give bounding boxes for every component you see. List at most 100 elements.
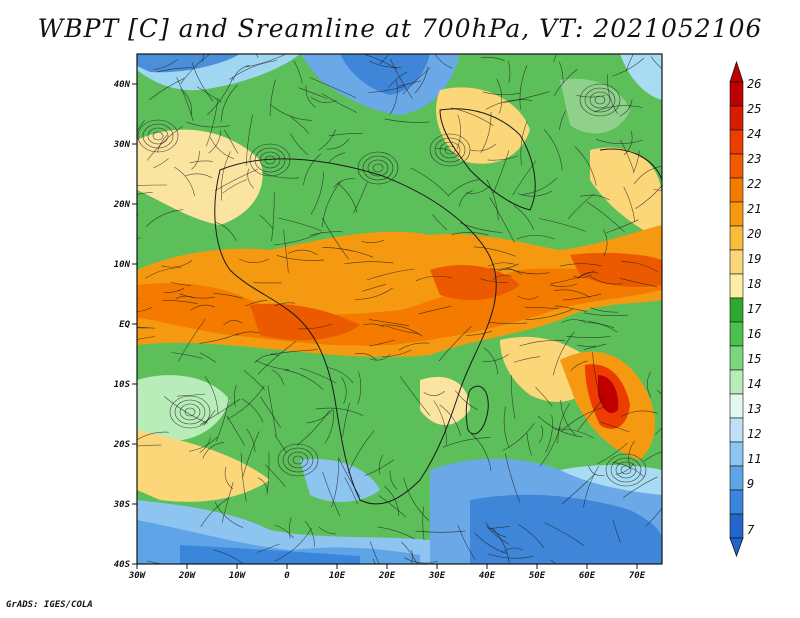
streamline: [310, 171, 324, 215]
streamline: [539, 218, 587, 232]
colorbar-label: 25: [747, 102, 761, 116]
streamline: [521, 177, 558, 195]
streamline: [646, 371, 652, 398]
lat-tick-label: 40S: [114, 560, 131, 570]
streamline: [199, 333, 239, 344]
streamline: [553, 68, 578, 97]
streamline: [389, 470, 398, 490]
streamline: [257, 477, 268, 495]
streamline: [204, 376, 219, 415]
streamline: [496, 78, 503, 114]
streamline: [419, 305, 452, 315]
colorbar-box: [729, 105, 744, 131]
streamline: [612, 519, 621, 544]
streamline: [264, 464, 286, 487]
streamline: [333, 178, 356, 188]
colorbar-label: 16: [747, 327, 761, 341]
streamline: [550, 283, 578, 287]
streamline: [355, 287, 393, 300]
streamline: [584, 312, 629, 317]
streamline: [214, 221, 237, 241]
streamline: [525, 309, 573, 321]
colorbar-box: [729, 441, 744, 467]
streamline: [381, 349, 412, 357]
streamline: [203, 410, 216, 426]
colorbar-box: [729, 489, 744, 515]
lat-tick-label: 30S: [113, 500, 131, 510]
streamline: [402, 67, 431, 95]
colorbar-label: 13: [747, 402, 761, 416]
colorbar-box: [729, 513, 744, 539]
streamline: [380, 324, 423, 337]
colorbar-top-arrow: [729, 60, 744, 83]
streamline: [233, 384, 237, 407]
streamline: [343, 261, 394, 265]
streamline: [561, 406, 607, 432]
streamline: [296, 410, 330, 446]
vortex-ring: [169, 395, 211, 429]
streamline: [188, 436, 218, 452]
streamline: [214, 501, 244, 528]
streamline: [588, 465, 605, 476]
lon-tick-label: 20W: [178, 571, 197, 581]
lat-tick-label: 40N: [114, 80, 131, 90]
streamline: [577, 344, 596, 347]
streamline: [538, 425, 544, 444]
streamline: [157, 135, 168, 153]
streamline: [137, 327, 149, 329]
streamline: [137, 431, 169, 441]
streamline: [586, 201, 625, 232]
streamline: [493, 150, 510, 194]
streamline: [222, 179, 248, 194]
streamline: [593, 105, 643, 113]
streamline: [257, 341, 296, 375]
streamline: [246, 428, 256, 452]
colorbar-label: 22: [747, 177, 761, 191]
streamline: [415, 275, 453, 282]
streamline: [623, 476, 658, 498]
streamline: [271, 192, 275, 242]
vortex-ring: [249, 143, 291, 177]
streamline: [199, 437, 211, 453]
streamline: [583, 343, 607, 350]
streamline: [241, 398, 264, 423]
streamline: [176, 77, 194, 121]
lon-tick-label: 50E: [529, 571, 546, 581]
streamline: [511, 375, 516, 420]
lon-tick-label: 20E: [378, 571, 396, 581]
streamline: [262, 172, 300, 179]
colorbar-label: 7: [747, 523, 755, 537]
streamline: [519, 65, 528, 110]
vortex-ring: [287, 451, 309, 469]
colorbar-box: [729, 81, 744, 107]
colorbar-box: [729, 129, 744, 155]
streamline: [434, 54, 453, 69]
streamline: [455, 390, 479, 411]
streamline: [482, 354, 509, 362]
streamline: [318, 129, 336, 151]
colorbar-label: 12: [747, 427, 761, 441]
streamline: [389, 80, 398, 115]
streamline: [423, 390, 446, 396]
streamline: [574, 146, 597, 186]
streamline: [186, 121, 230, 128]
streamline: [361, 240, 385, 243]
streamline: [612, 57, 645, 77]
streamline: [224, 129, 239, 154]
streamline: [325, 138, 350, 150]
streamline: [171, 352, 203, 359]
streamline: [503, 406, 510, 448]
streamline: [277, 217, 322, 232]
vortex-ring: [147, 127, 169, 145]
streamline: [378, 454, 384, 475]
streamline: [410, 167, 450, 197]
streamline: [293, 60, 303, 84]
streamline: [221, 482, 234, 523]
streamline: [162, 299, 198, 304]
streamline: [404, 557, 438, 564]
streamline: [369, 541, 380, 564]
streamline: [487, 155, 518, 161]
vortex-ring: [254, 147, 286, 173]
colorbar-box: [729, 321, 744, 347]
streamline: [369, 319, 409, 327]
